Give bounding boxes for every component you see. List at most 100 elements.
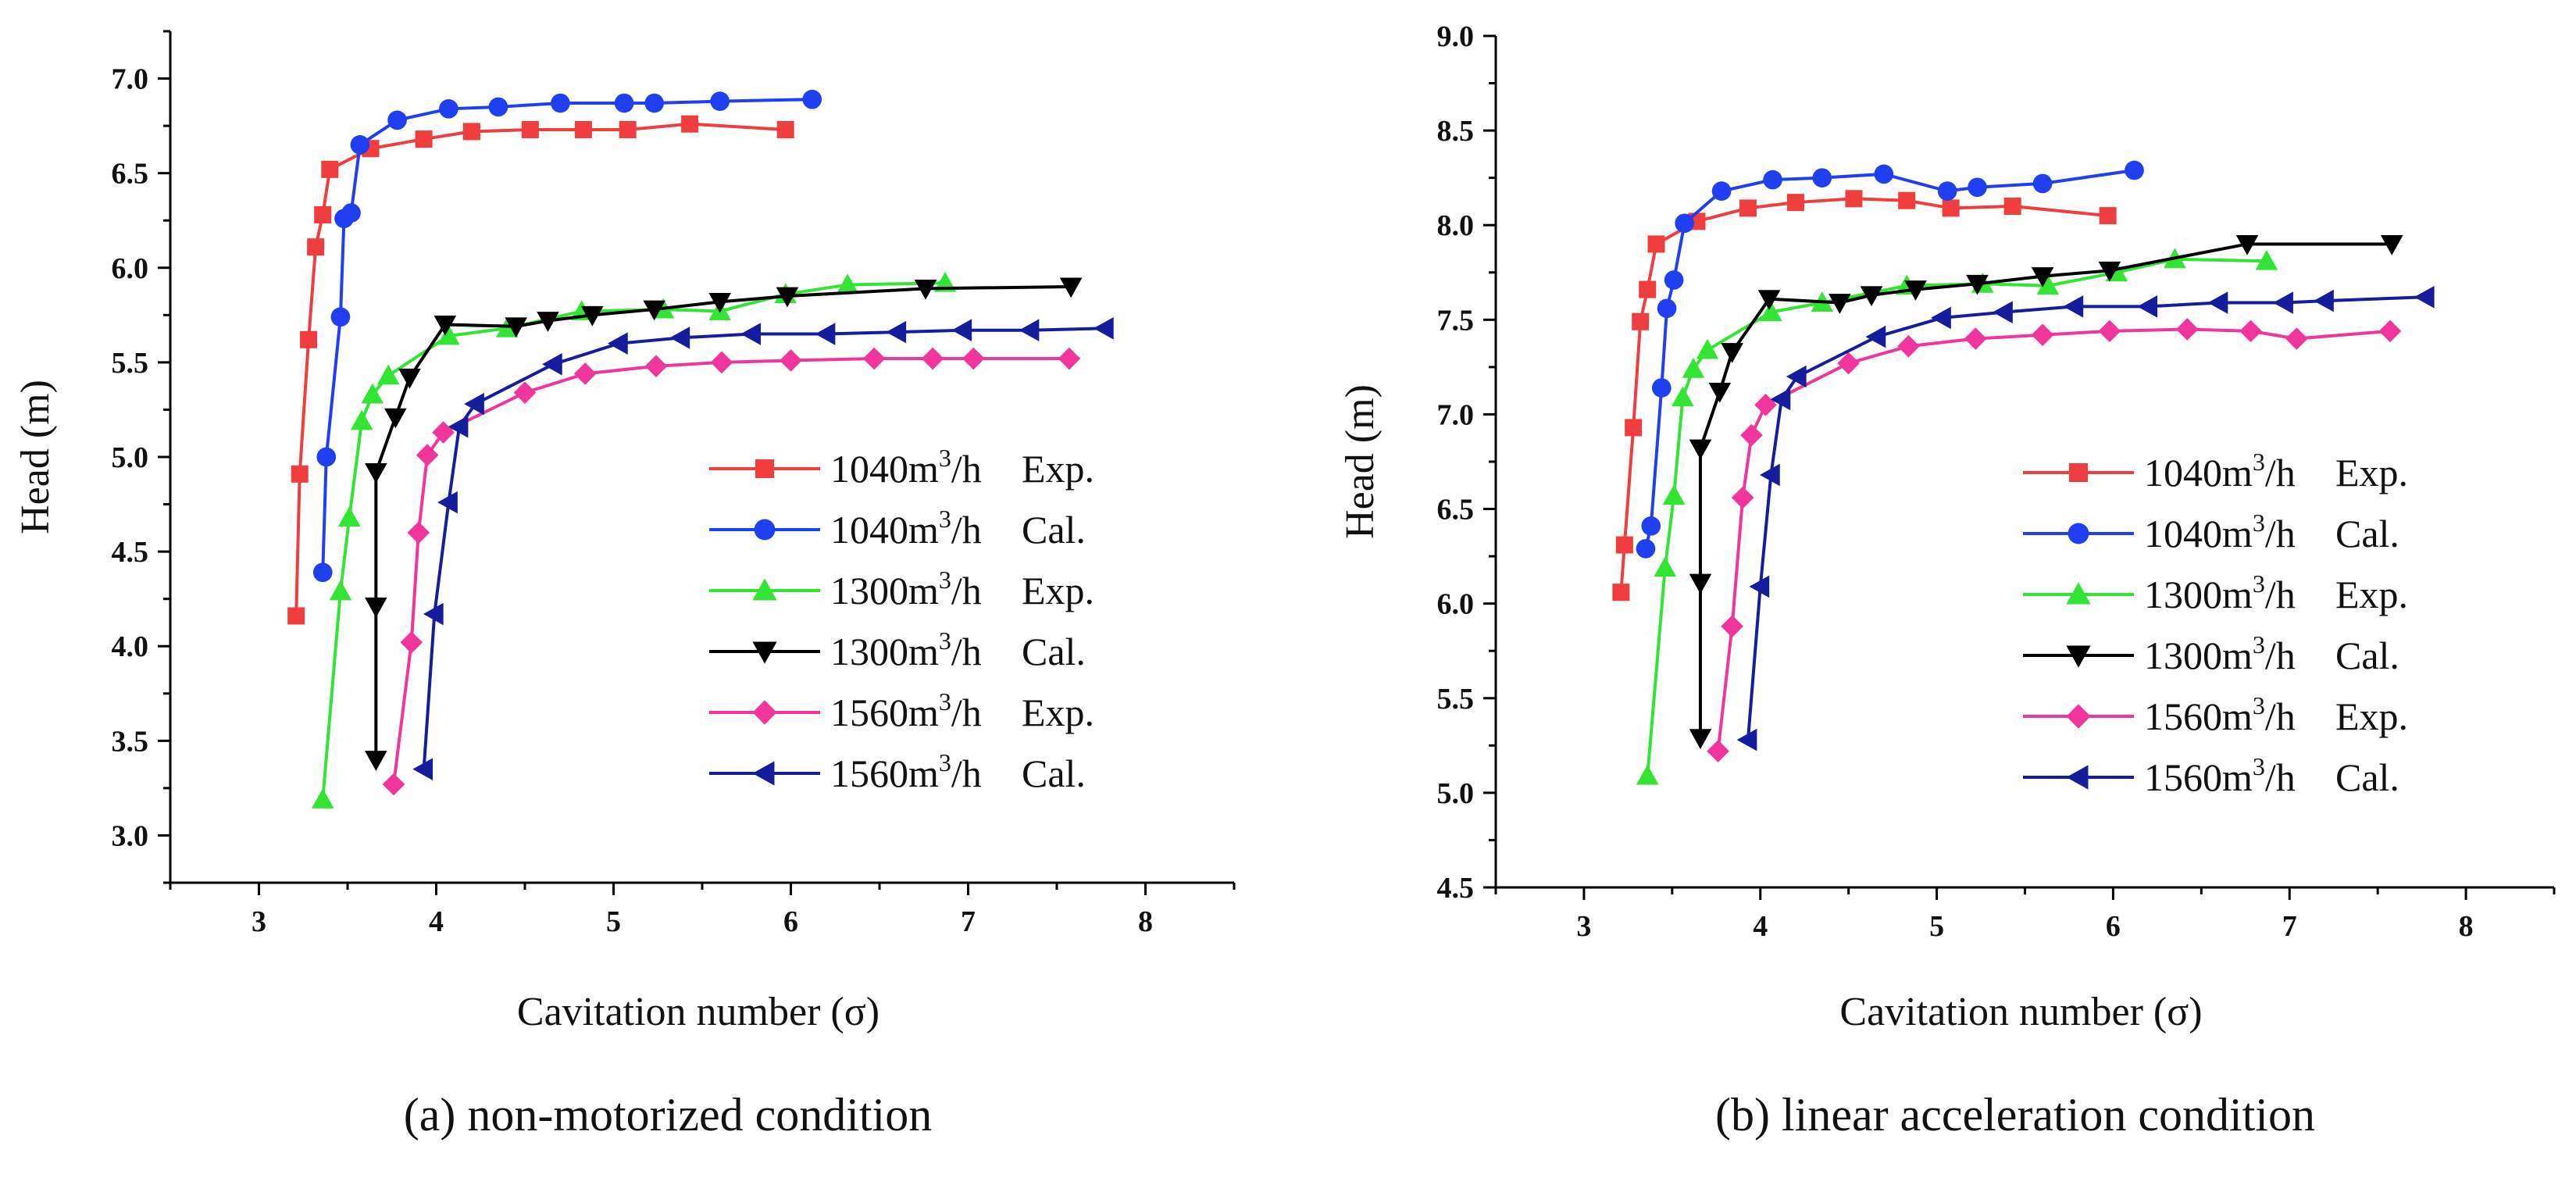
legend-entry: 1300m3/h Exp. <box>2023 569 2408 616</box>
legend-entry: 1040m3/h Exp. <box>709 444 1094 491</box>
legend-label: 1300m3/h <box>2144 569 2296 616</box>
data-point <box>2207 291 2228 314</box>
data-point <box>962 347 985 370</box>
legend-unit-suffix: /h <box>2265 755 2296 799</box>
legend-entry: 1560m3/h Cal. <box>709 748 1086 795</box>
data-point <box>1736 728 1757 751</box>
data-point <box>1966 274 1989 295</box>
data-point <box>815 323 836 345</box>
data-point <box>1708 382 1732 403</box>
data-point <box>2414 285 2435 309</box>
legend-superscript: 3 <box>2253 569 2265 598</box>
data-point <box>311 788 334 809</box>
legend-label: 1560m3/h <box>2144 752 2296 799</box>
data-point <box>341 203 361 223</box>
legend-flow: 1300m <box>2144 573 2253 616</box>
data-point <box>644 93 665 113</box>
y-tick-label: 4.5 <box>1437 872 1475 905</box>
data-point <box>1760 301 1782 322</box>
legend-superscript: 3 <box>2253 448 2265 476</box>
legend-unit-suffix: /h <box>951 569 982 612</box>
data-point <box>365 597 387 618</box>
legend-unit-suffix: /h <box>2265 694 2296 738</box>
legend-entry: 1300m3/h Cal. <box>2023 630 2399 677</box>
legend-flow: 1300m <box>830 569 939 612</box>
data-point <box>921 347 944 370</box>
legend-flow: 1040m <box>2144 512 2253 555</box>
legend-label: 1040m3/h <box>2144 509 2296 555</box>
x-tick-label: 4 <box>1753 910 1768 943</box>
y-tick-label: 5.0 <box>112 441 149 474</box>
panel-caption: (a) non-motorized condition <box>404 1089 932 1141</box>
legend-kind: Exp. <box>2335 694 2408 738</box>
data-point <box>1696 338 1719 359</box>
data-point <box>1093 316 1114 340</box>
data-point <box>2378 319 2402 343</box>
data-point <box>423 602 444 626</box>
legend-superscript: 3 <box>2253 691 2265 719</box>
data-point <box>433 316 457 336</box>
y-axis-label: Head (m) <box>13 380 58 534</box>
data-point <box>1612 584 1630 601</box>
data-point <box>862 347 886 370</box>
data-point <box>2235 235 2259 255</box>
legend-flow: 1300m <box>2144 634 2253 677</box>
data-point <box>1931 306 1951 330</box>
legend-label: 1300m3/h <box>2144 630 2296 677</box>
y-tick-label: 6.0 <box>112 252 149 285</box>
x-tick-label: 7 <box>2282 910 2297 943</box>
data-point <box>619 120 637 138</box>
data-point <box>2031 267 2054 287</box>
series-line <box>1698 242 2392 738</box>
data-point <box>287 607 305 625</box>
data-point <box>1647 235 1665 253</box>
data-point <box>329 580 352 601</box>
data-point <box>2099 207 2117 225</box>
data-point <box>2239 319 2262 343</box>
x-axis-label: Cavitation number (σ) <box>1839 990 2202 1034</box>
data-point <box>1731 486 1754 509</box>
data-point <box>291 465 309 483</box>
legend-entry: 1040m3/h Cal. <box>2023 509 2399 555</box>
series-1040-cal <box>312 89 822 583</box>
legend-flow: 1560m <box>2144 694 2253 738</box>
legend-marker <box>2069 463 2088 482</box>
data-point <box>1760 463 1780 487</box>
data-point <box>307 238 325 256</box>
series-1040-exp <box>1612 190 2117 601</box>
legend-marker <box>752 578 777 601</box>
data-point <box>1721 615 1743 638</box>
y-tick-label: 5.0 <box>1437 777 1475 810</box>
y-tick-label: 9.0 <box>1437 20 1475 53</box>
data-point <box>1860 286 1883 307</box>
legend-marker <box>2066 765 2089 790</box>
data-point <box>2255 249 2278 270</box>
data-point <box>1654 556 1677 577</box>
legend-superscript: 3 <box>2253 630 2265 659</box>
legend-label: 1560m3/h <box>2144 691 2296 738</box>
data-point <box>542 353 562 376</box>
legend-label: 1300m3/h <box>830 566 982 612</box>
legend-flow: 1300m <box>830 630 939 673</box>
data-point <box>1657 298 1677 319</box>
data-point <box>1786 194 1804 212</box>
data-point <box>1707 740 1729 762</box>
y-tick-label: 4.0 <box>112 630 149 663</box>
legend-flow: 1560m <box>2144 755 2253 799</box>
data-point <box>1689 729 1712 749</box>
x-tick-label: 3 <box>1576 910 1591 943</box>
series-1560-exp <box>1707 318 2402 762</box>
data-point <box>448 415 469 438</box>
data-point <box>439 98 458 119</box>
y-tick-label: 5.5 <box>1437 683 1475 716</box>
x-tick-label: 8 <box>1138 905 1153 938</box>
legend-label: 1300m3/h <box>830 626 982 673</box>
series-line <box>422 327 1105 769</box>
legend-entry: 1300m3/h Exp. <box>709 566 1094 612</box>
legend-superscript: 3 <box>939 444 951 472</box>
legend-unit-suffix: /h <box>2265 512 2296 555</box>
data-point <box>1615 536 1633 554</box>
legend-kind: Exp. <box>2335 573 2408 616</box>
chart-panel-a: 3 4 5 6 7 8 3.0 3.5 4.0 4.5 5.0 5.5 6.0 6.5 7.0 Cavitat… <box>13 30 1236 1141</box>
